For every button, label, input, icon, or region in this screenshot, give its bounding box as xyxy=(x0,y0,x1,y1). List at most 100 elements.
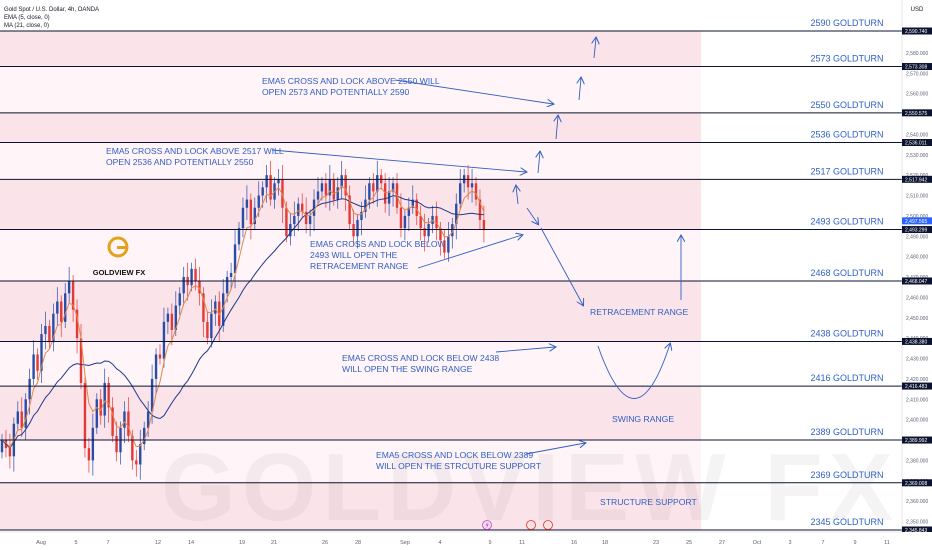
x-tick-label: 5 xyxy=(74,540,77,546)
candle-body xyxy=(174,305,177,330)
candle-body xyxy=(202,293,205,322)
candle-body xyxy=(474,183,478,200)
time-axis[interactable]: Aug 5 7 12 14 19 21 26 28 Sep 4 9 11 16 18 23 25 27 Oct 3 7 9… xyxy=(0,531,932,550)
x-tick-label: 9 xyxy=(488,540,491,546)
zone-band xyxy=(0,112,701,143)
candle-body xyxy=(391,183,395,192)
annotation-text: SWING RANGE xyxy=(612,414,674,424)
candle-body xyxy=(111,407,114,436)
candle-body xyxy=(127,411,130,436)
goldturn-label: 2468 GOLDTURN xyxy=(810,268,883,278)
goldturn-label: 2345 GOLDTURN xyxy=(810,517,883,527)
candle-body xyxy=(28,378,31,400)
x-tick-label: Aug xyxy=(36,540,46,546)
y-tick-label: 2,460.000 xyxy=(906,295,928,301)
y-tick-label: 2,410.000 xyxy=(906,397,928,403)
candle-body xyxy=(348,195,351,225)
candle-body xyxy=(56,301,59,314)
candle-body xyxy=(427,224,430,237)
candle-body xyxy=(71,281,75,310)
candle-body xyxy=(372,183,375,192)
zone-band xyxy=(0,482,701,530)
candle-body xyxy=(214,301,217,314)
candle-body xyxy=(443,240,446,253)
y-tick-label: 2,530.000 xyxy=(906,153,928,159)
candle-body xyxy=(154,354,158,379)
zone-band-future xyxy=(701,142,902,180)
candle-body xyxy=(482,219,486,231)
annotation-text: EMA5 CROSS AND LOCK BELOW xyxy=(310,239,447,249)
price-tag-label: 2,468.047 xyxy=(905,279,927,285)
candle-body xyxy=(336,187,339,200)
candle-body xyxy=(20,411,23,428)
price-axis[interactable]: 2,350.0002,360.0002,370.0002,380.0002,39… xyxy=(901,0,932,550)
candle-body xyxy=(48,325,51,343)
annotation-text: OPEN 2573 AND POTENTIALLY 2590 xyxy=(262,87,410,97)
price-tag-label: 2,493.299 xyxy=(905,228,927,234)
candle-body xyxy=(451,224,454,237)
candle-body xyxy=(344,175,347,196)
price-tag xyxy=(902,175,932,183)
candle-body xyxy=(249,199,253,225)
candle-body xyxy=(257,195,260,208)
annotation-text: EMA5 CROSS AND LOCK BELOW 2389 xyxy=(376,450,533,460)
candle-body xyxy=(304,211,308,225)
goldturn-label: 2536 GOLDTURN xyxy=(810,130,883,140)
zone-band xyxy=(0,341,701,387)
x-tick-label: 7 xyxy=(821,540,824,546)
candle-body xyxy=(146,411,150,428)
candle-body xyxy=(368,183,371,200)
x-tick-label: 11 xyxy=(884,540,890,546)
zone-band xyxy=(0,66,701,113)
annotation-text: STRUCTURE SUPPORT xyxy=(600,497,698,507)
ma-21-line xyxy=(1,195,484,450)
event-us-flag-icon[interactable] xyxy=(543,520,553,530)
annotation-arrow xyxy=(579,78,581,101)
price-tag-label: 2,517.942 xyxy=(905,177,927,183)
y-tick-label: 2,400.000 xyxy=(906,418,928,424)
x-tick-label: 25 xyxy=(686,540,692,546)
y-tick-label: 2,420.000 xyxy=(906,377,928,383)
candle-body xyxy=(423,228,426,237)
event-us-flag-icon[interactable] xyxy=(526,520,536,530)
zone-band xyxy=(0,142,701,180)
candle-body xyxy=(103,382,106,416)
price-tag xyxy=(902,436,932,444)
annotation-text: WILL OPEN THE SWING RANGE xyxy=(342,364,473,374)
lightning-bolt-icon xyxy=(485,521,489,529)
candle-body xyxy=(8,448,12,457)
candle-body xyxy=(198,281,201,294)
economic-event-icons[interactable] xyxy=(482,520,553,530)
candle-body xyxy=(301,203,304,212)
goldturn-label: 2493 GOLDTURN xyxy=(810,217,883,227)
goldturn-label: 2590 GOLDTURN xyxy=(810,18,883,28)
candle-body xyxy=(297,203,300,216)
y-tick-label: 2,580.000 xyxy=(906,51,928,57)
candle-body xyxy=(222,293,225,326)
annotation-text: EMA5 CROSS AND LOCK ABOVE 2550 WILL xyxy=(262,76,440,86)
annotation-text: EMA5 CROSS AND LOCK BELOW 2438 xyxy=(342,353,499,363)
goldview-logo-bar xyxy=(117,246,127,249)
annotation-arrow xyxy=(594,38,596,59)
candle-body xyxy=(75,309,79,339)
y-tick-label: 2,360.000 xyxy=(906,499,928,505)
y-tick-label: 2,380.000 xyxy=(906,458,928,464)
goldturn-levels: 2590 GOLDTURN 2573 GOLDTURN 2550 GOLDTURN 2… xyxy=(0,18,902,531)
x-tick-label: Oct xyxy=(753,540,762,546)
annotation-arrow xyxy=(271,149,526,172)
candle-body xyxy=(316,191,320,200)
price-tag xyxy=(902,382,932,390)
candle-body xyxy=(99,399,102,416)
zone-band-future xyxy=(701,229,902,281)
candle-body xyxy=(143,427,146,445)
candle-body xyxy=(210,313,213,339)
candle-body xyxy=(67,281,71,294)
candle-body xyxy=(328,179,332,196)
candle-body xyxy=(233,244,237,273)
x-tick-label: 26 xyxy=(322,540,328,546)
candle-body xyxy=(376,175,379,192)
candle-body xyxy=(340,175,343,188)
price-tag-label: 2,497.565 xyxy=(905,219,927,225)
candle-body xyxy=(308,215,312,225)
